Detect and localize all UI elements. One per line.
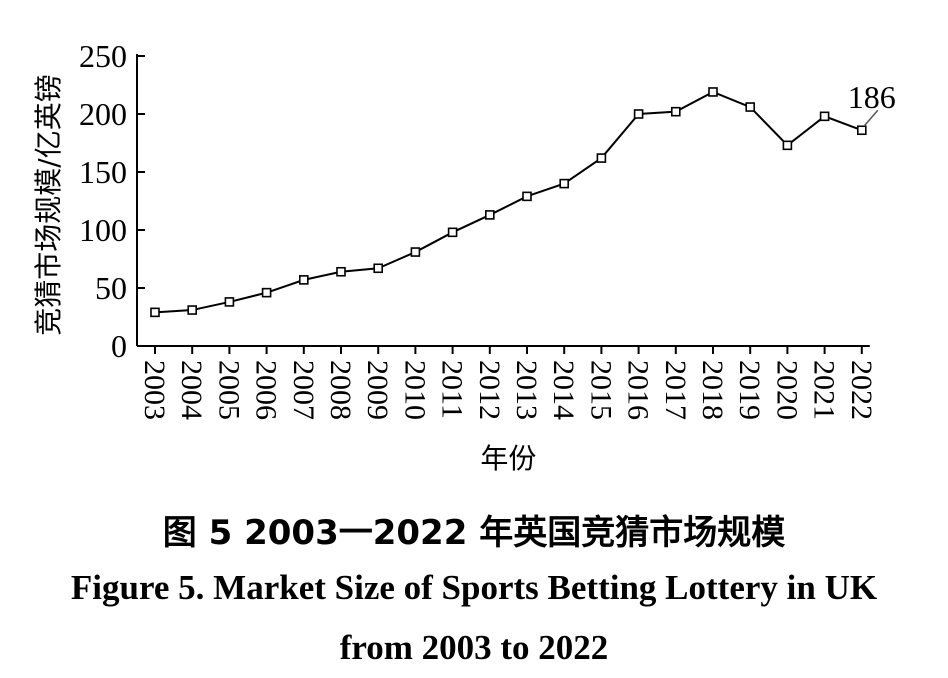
x-tick-label: 2009 [361, 360, 394, 420]
x-tick-label: 2017 [659, 360, 692, 420]
data-point-marker [224, 297, 235, 307]
figure-caption-english-line1: Figure 5. Market Size of Sports Betting … [70, 568, 878, 607]
x-tick-label: 2003 [138, 360, 171, 420]
x-tick-label: 2012 [473, 360, 506, 420]
annotations: 186 [848, 79, 896, 126]
x-tick-label: 2007 [287, 360, 320, 420]
data-point-marker [261, 287, 272, 298]
x-tick-label: 2020 [770, 360, 803, 420]
x-tick-label: 2021 [808, 360, 841, 420]
x-tick-label: 2008 [324, 360, 357, 420]
x-tick-label: 2010 [398, 360, 431, 420]
x-axis-label: 年份 [480, 442, 536, 475]
data-point-marker [596, 153, 607, 163]
data-point-marker [484, 210, 495, 220]
x-tick-label: 2019 [733, 360, 766, 420]
annotation-label: 186 [848, 79, 896, 115]
data-point-marker [447, 227, 458, 238]
x-ticks: 2003 2004 2005 2006 2007 2008 2009 2010 2011 2012… [138, 346, 878, 420]
chart-axes [136, 54, 870, 347]
data-point-marker [150, 307, 160, 318]
figure-caption-english-line2: from 2003 to 2022 [339, 628, 609, 667]
y-tick-label: 0 [111, 328, 127, 364]
y-axis-label: 竞猜市场规模/亿英镑 [32, 74, 65, 335]
data-point-marker [522, 191, 532, 202]
x-tick-label: 2018 [696, 360, 729, 420]
x-tick-label: 2005 [212, 360, 245, 420]
data-point-marker [745, 102, 756, 112]
data-point-marker [633, 109, 644, 119]
x-tick-label: 2004 [175, 360, 208, 420]
x-tick-label: 2011 [436, 360, 469, 419]
x-tick-label: 2013 [510, 360, 543, 420]
data-point-marker [782, 140, 793, 151]
y-tick-label: 50 [95, 270, 127, 306]
data-point-marker [373, 263, 384, 274]
x-tick-label: 2015 [584, 360, 617, 420]
y-tick-label: 150 [79, 154, 127, 190]
data-point-marker [819, 111, 830, 122]
y-tick-label: 250 [79, 38, 127, 74]
data-point-marker [559, 178, 570, 189]
annotation-leader [864, 109, 879, 126]
data-point-marker [187, 305, 197, 315]
data-point-marker [670, 106, 681, 117]
y-tick-label: 100 [79, 212, 127, 248]
y-ticks: 0 50 100 150 200 250 [79, 38, 145, 364]
x-tick-label: 2006 [250, 360, 283, 420]
x-tick-label: 2014 [547, 360, 580, 420]
figure-caption-chinese: 图 5 2003一2022 年英国竞猜市场规模 [162, 513, 786, 553]
x-tick-label: 2016 [622, 360, 655, 420]
series-markers [150, 87, 867, 318]
data-point-marker [336, 266, 346, 277]
data-point-marker [298, 275, 309, 285]
data-point-marker [410, 247, 421, 257]
data-point-marker [856, 125, 867, 136]
x-tick-label: 2022 [845, 360, 878, 420]
data-point-marker [708, 87, 718, 97]
series-line [154, 90, 863, 314]
line-chart: 0 50 100 150 200 250 2003 2004 2005 2006 2007 2008… [32, 38, 896, 475]
y-tick-label: 200 [79, 96, 127, 132]
